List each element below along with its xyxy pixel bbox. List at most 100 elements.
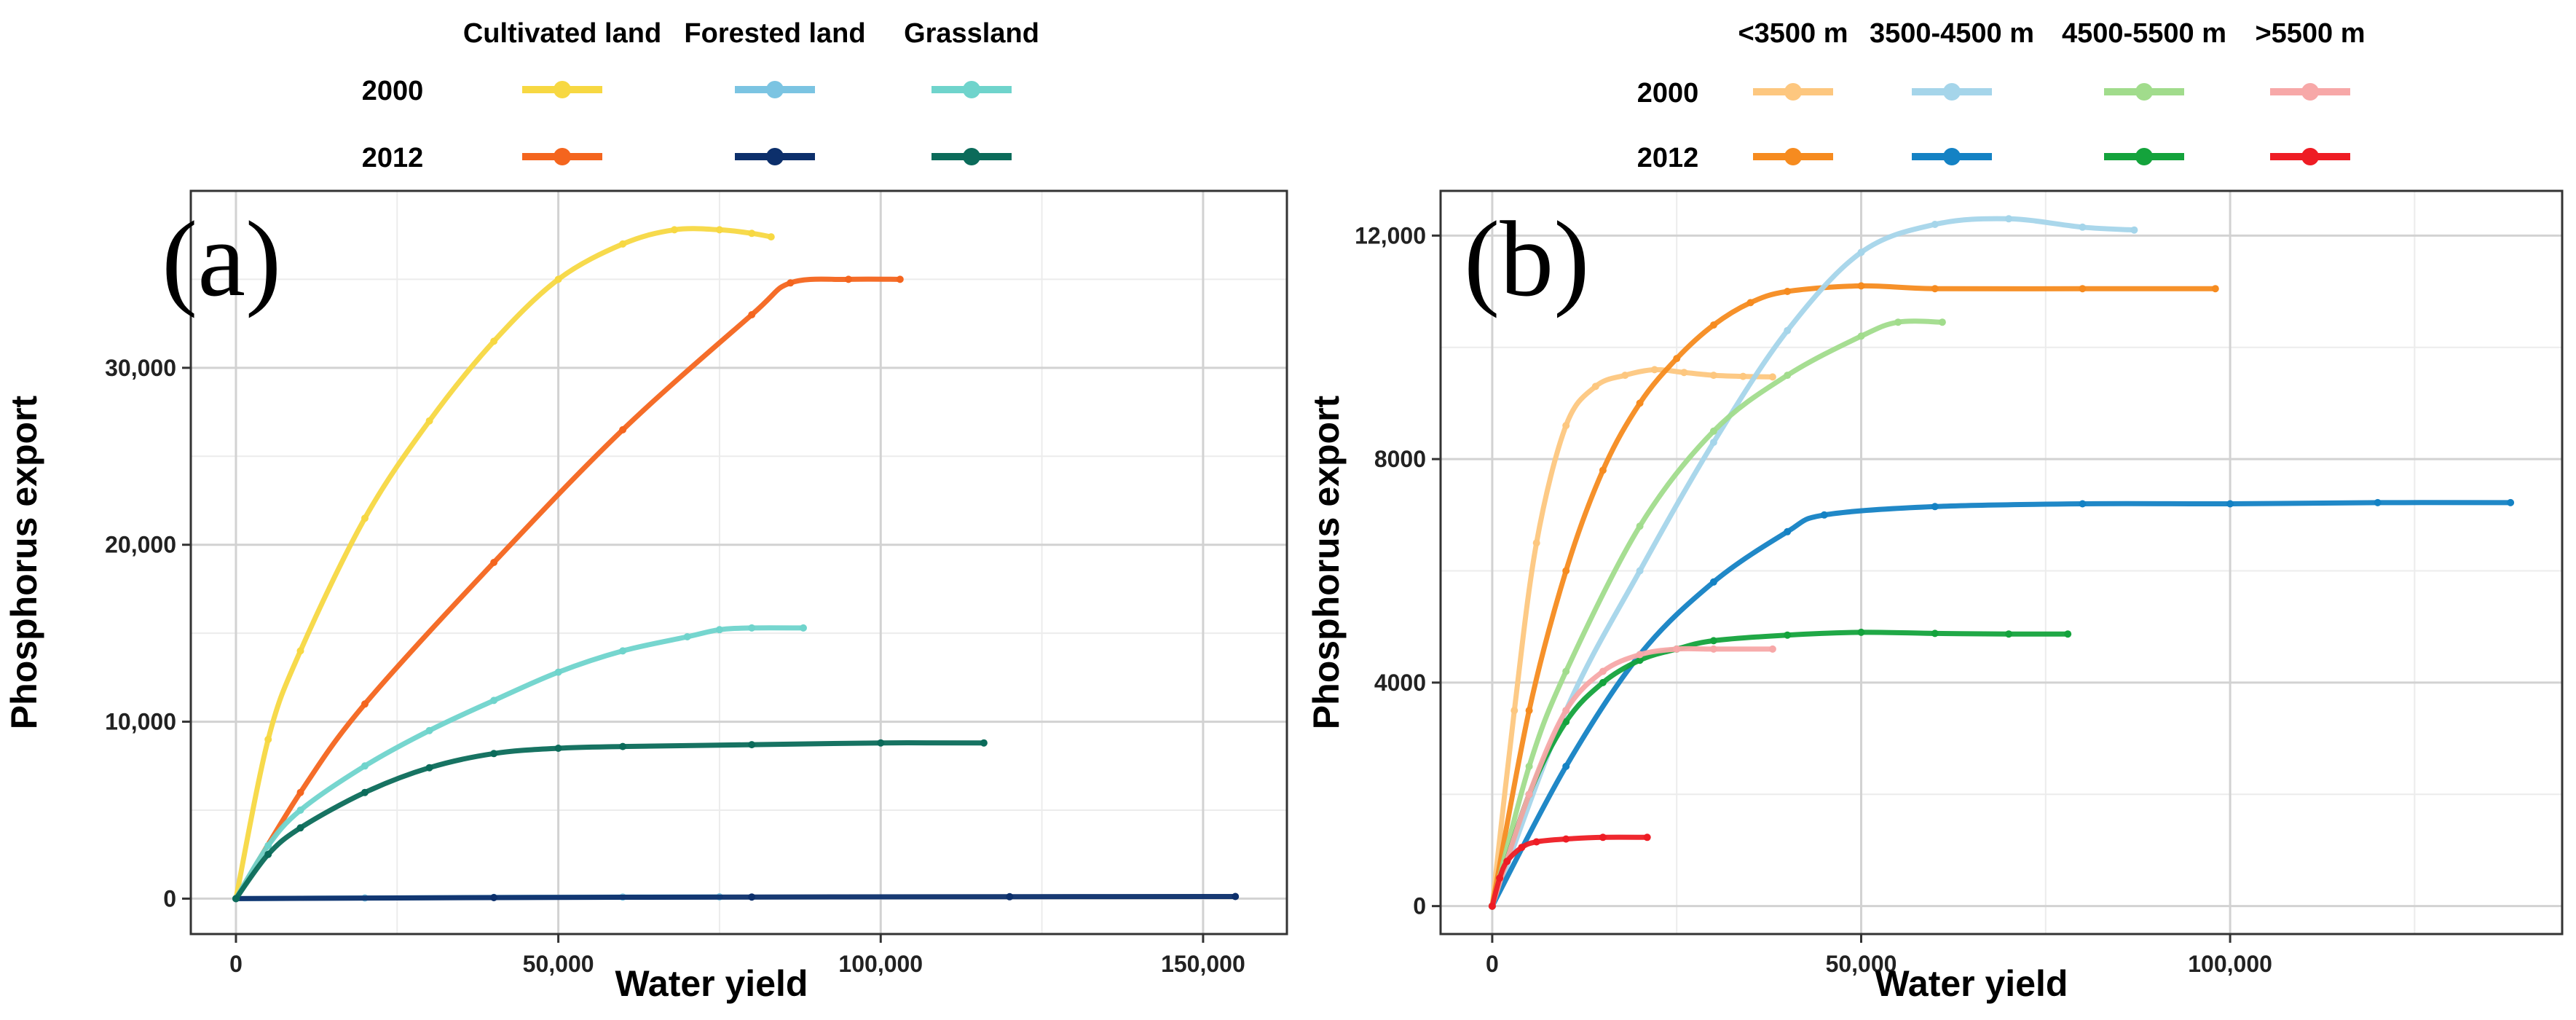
legend-key-lt-3500-m-2012 [1753, 148, 1833, 165]
legend-key-marker [2301, 83, 2319, 101]
data-point [1562, 835, 1570, 843]
data-point [1784, 631, 1792, 639]
data-point [554, 275, 562, 283]
data-point [1599, 678, 1607, 686]
legend-row-label-2012: 2012 [362, 143, 424, 173]
data-point [1709, 645, 1717, 653]
data-point [490, 697, 498, 705]
legend-key-marker [1943, 148, 1961, 165]
data-point [1931, 221, 1939, 228]
data-point [1525, 762, 1533, 770]
y-axis-title: Phosphorus export [1306, 395, 1347, 729]
y-tick-label: 12,000 [1355, 222, 1426, 248]
data-point [787, 279, 795, 287]
data-point [490, 750, 498, 758]
data-point [1599, 667, 1607, 675]
x-tick-label: 100,000 [838, 951, 923, 977]
data-point [1709, 637, 1717, 645]
data-point [1532, 539, 1540, 547]
data-point [715, 226, 723, 234]
data-point [425, 726, 433, 734]
data-point [2226, 500, 2234, 508]
data-point [1488, 902, 1496, 910]
series-line [1489, 216, 2137, 909]
data-point [2130, 226, 2138, 234]
data-point [748, 230, 756, 238]
data-point [1232, 892, 1240, 901]
data-point [2079, 500, 2087, 508]
data-point [1599, 833, 1607, 842]
data-point [1709, 427, 1717, 435]
panel-label: (a) [162, 200, 281, 319]
data-point [361, 700, 369, 708]
legend-key-marker [2135, 148, 2153, 165]
data-point [1591, 382, 1599, 391]
legend-key-marker [963, 81, 980, 98]
legend-key-forested-land-2000 [735, 81, 815, 98]
data-point [1931, 285, 1939, 293]
data-point [1532, 838, 1540, 846]
legend-key-gt-5500-m-2012 [2270, 148, 2350, 165]
panel-label: (b) [1464, 200, 1590, 319]
series-gt-5500-m-2000 [1488, 645, 1776, 910]
data-point [1784, 372, 1792, 380]
legend-key-cultivated-land-2012 [522, 148, 602, 165]
plot-border [189, 189, 1288, 935]
series-line [1489, 500, 2513, 909]
data-point [490, 337, 498, 345]
data-point [232, 895, 240, 903]
plot-border [1439, 189, 2564, 935]
data-point [671, 226, 678, 234]
x-tick-label: 0 [1486, 951, 1499, 977]
legend-header-4500-5500-m: 4500-5500 m [2062, 18, 2226, 49]
x-axis-title: Water yield [615, 963, 808, 1004]
data-point [1496, 874, 1504, 882]
legend-key-4500-5500-m-2012 [2104, 148, 2184, 165]
data-point [1562, 567, 1570, 575]
data-point [877, 739, 885, 747]
data-point [264, 735, 272, 743]
series-lt-3500-m-2012 [1488, 282, 2219, 910]
legend-header-gt-5500-m: >5500 m [2255, 18, 2365, 49]
data-point [748, 624, 756, 632]
data-point [361, 762, 369, 770]
y-tick-label: 10,000 [105, 709, 176, 735]
data-point [2079, 223, 2087, 231]
data-point [2005, 215, 2013, 223]
data-point [715, 626, 723, 634]
data-point [1739, 372, 1747, 380]
data-point [1931, 629, 1939, 638]
data-point [1562, 707, 1570, 715]
legend-key-marker [554, 81, 571, 98]
panel-b: 0 50,000 100,000 0 4000 8000 12,000 Water yield… [1306, 18, 2564, 1004]
data-point [1673, 645, 1681, 653]
y-axis-title: Phosphorus export [4, 395, 44, 729]
data-point [767, 233, 775, 241]
panel-a: 0 50,000 100,000 150,000 0 10,000 20,000 30,000… [4, 18, 1288, 1004]
data-point [1894, 318, 1902, 326]
data-point [1931, 503, 1939, 511]
data-point [1857, 248, 1865, 256]
data-point [2064, 630, 2072, 638]
legend-key-marker [2135, 83, 2153, 101]
legend-row-label-2000: 2000 [1637, 78, 1699, 109]
data-point [1784, 326, 1792, 334]
data-point [490, 894, 498, 901]
data-point [1938, 318, 1946, 326]
data-point [896, 275, 904, 283]
data-point [800, 624, 807, 632]
y-tick-label: 20,000 [105, 532, 176, 558]
data-point [554, 668, 562, 676]
legend-header-3500-4500-m: 3500-4500 m [1870, 18, 2034, 49]
legend-key-lt-3500-m-2000 [1753, 83, 1833, 101]
data-point [1709, 578, 1717, 586]
data-point [1643, 833, 1651, 842]
data-point [1680, 369, 1688, 377]
legend-key-cultivated-land-2000 [522, 81, 602, 98]
series-line [233, 276, 903, 901]
data-point [1621, 372, 1629, 380]
data-point [1857, 282, 1865, 290]
y-tick-label: 30,000 [105, 355, 176, 381]
data-point [619, 647, 627, 655]
